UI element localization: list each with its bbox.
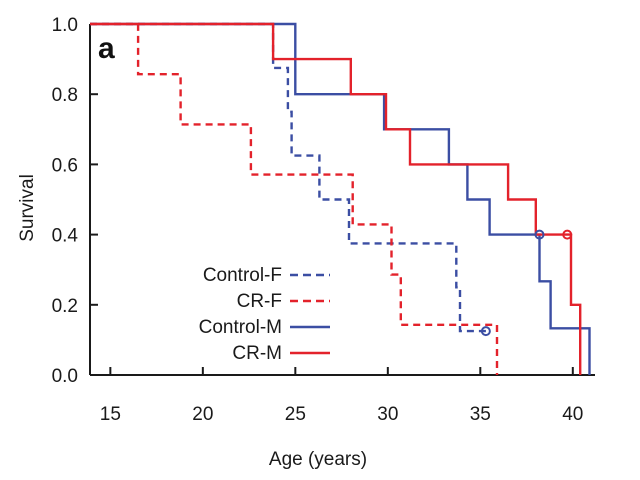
series-line-control-f [90, 22, 486, 333]
legend-label: CR-F [237, 291, 282, 312]
x-tick-label: 35 [470, 404, 491, 425]
y-tick-label: 0.4 [52, 226, 79, 247]
x-tick-label: 25 [285, 404, 306, 425]
panel-letter: a [98, 32, 115, 65]
legend-label: Control-M [199, 317, 282, 338]
censor-marker-control-m [534, 229, 545, 240]
censor-markers [480, 229, 573, 337]
y-tick-label: 0.2 [52, 296, 78, 317]
x-tick-label: 15 [100, 404, 121, 425]
y-tick-label: 1.0 [52, 15, 78, 36]
legend-label: Control-F [203, 265, 282, 286]
x-tick-label: 20 [192, 404, 213, 425]
x-tick-label: 30 [377, 404, 398, 425]
series-line-cr-f [90, 22, 499, 375]
series-lines [90, 22, 591, 375]
y-axis-title: Survival [17, 174, 38, 242]
censor-marker-cr-m [562, 229, 573, 240]
y-tick-label: 0.6 [52, 155, 78, 176]
axes: 0.0 0.2 0.4 0.6 0.8 1.0 15 20 25 30 35 40 [52, 15, 595, 425]
series-line-cr-m [90, 22, 582, 375]
legend: Control-F CR-F Control-M CR-M [199, 265, 330, 364]
y-tick-label: 0.0 [52, 366, 78, 387]
censor-marker-control-f [480, 326, 491, 337]
y-tick-label: 0.8 [52, 85, 78, 106]
x-axis-title: Age (years) [269, 449, 367, 470]
legend-label: CR-M [232, 343, 282, 364]
x-tick-label: 40 [562, 404, 583, 425]
